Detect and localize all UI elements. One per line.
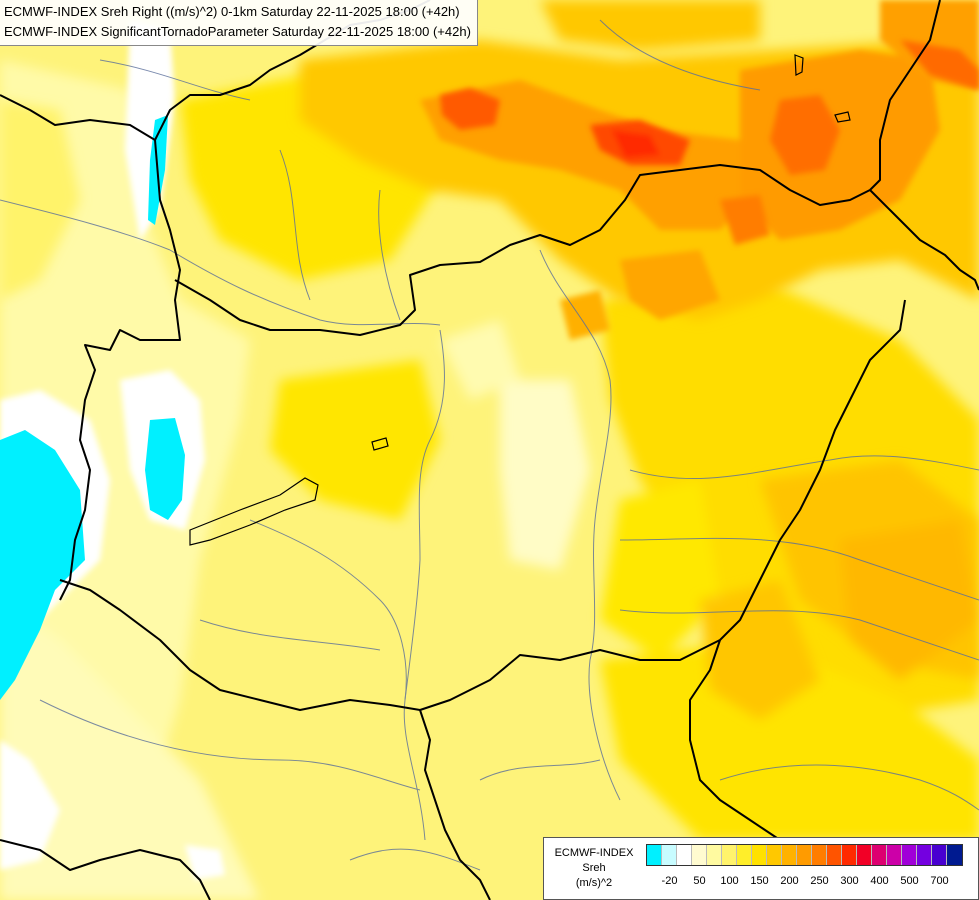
- legend-title: ECMWF-INDEX Sreh (m/s)^2: [548, 846, 640, 891]
- legend-swatch: [857, 845, 872, 865]
- legend-swatch: [917, 845, 932, 865]
- legend-tick-label: 700: [930, 875, 949, 887]
- legend-title-model: ECMWF-INDEX: [554, 847, 634, 859]
- map-title-line-1: ECMWF-INDEX Sreh Right ((m/s)^2) 0-1km S…: [4, 4, 460, 19]
- legend-swatch: [842, 845, 857, 865]
- legend-tick-label: 50: [693, 875, 706, 887]
- legend-tick-label: 300: [840, 875, 859, 887]
- legend-title-variable: Sreh: [582, 862, 606, 874]
- legend-swatch: [782, 845, 797, 865]
- legend-tick-label: 100: [720, 875, 739, 887]
- map-title-box: ECMWF-INDEX Sreh Right ((m/s)^2) 0-1km S…: [0, 0, 478, 46]
- color-legend: ECMWF-INDEX Sreh (m/s)^2 -20 50 100 150 200 2…: [543, 837, 979, 900]
- legend-swatch: [677, 845, 692, 865]
- field-red-cores: [440, 40, 979, 245]
- field-pale-west: [0, 60, 590, 900]
- legend-tick-label: 200: [780, 875, 799, 887]
- map-title-line-2: ECMWF-INDEX SignificantTornadoParameter …: [4, 24, 471, 39]
- legend-swatch: [932, 845, 947, 865]
- legend-tick-label: 400: [870, 875, 889, 887]
- legend-swatch: [722, 845, 737, 865]
- legend-tick-label: 150: [750, 875, 769, 887]
- legend-swatch: [662, 845, 677, 865]
- legend-swatch: [812, 845, 827, 865]
- legend-swatch: [647, 845, 662, 865]
- legend-tick-label: 500: [900, 875, 919, 887]
- rivers: [0, 19, 979, 871]
- legend-swatch: [827, 845, 842, 865]
- legend-swatch: [767, 845, 782, 865]
- legend-swatch: [692, 845, 707, 865]
- legend-swatch: [752, 845, 767, 865]
- legend-swatch: [887, 845, 902, 865]
- legend-color-bar: [646, 844, 963, 866]
- legend-tick-label: -20: [661, 875, 678, 887]
- legend-swatch: [872, 845, 887, 865]
- legend-title-unit: (m/s)^2: [575, 877, 613, 889]
- legend-swatch: [902, 845, 917, 865]
- legend-swatch: [737, 845, 752, 865]
- lakes: [189, 54, 851, 546]
- legend-tick-label: 250: [810, 875, 829, 887]
- legend-swatch: [707, 845, 722, 865]
- legend-swatch: [797, 845, 812, 865]
- legend-swatch: [947, 845, 962, 865]
